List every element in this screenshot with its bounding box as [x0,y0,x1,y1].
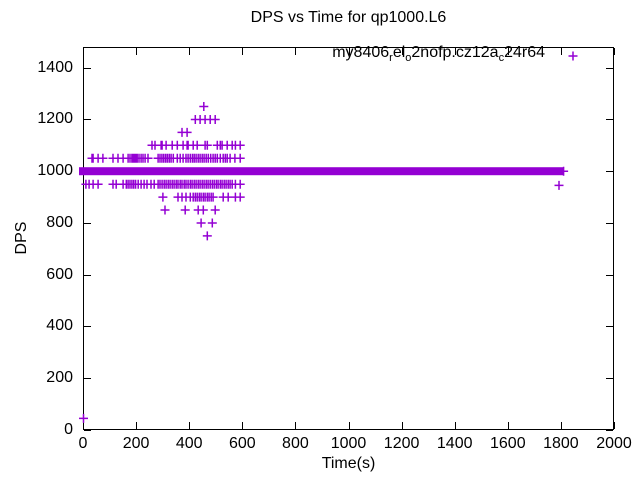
legend-label-subscript: c [498,52,505,65]
y-tick-label-200: 200 [46,369,73,387]
x-tick-label-1800: 1800 [543,435,579,452]
chart-title: DPS vs Time for qp1000.L6 [250,9,447,26]
y-tick-label-600: 600 [46,265,73,283]
y-tick-label-0: 0 [64,421,73,438]
x-tick-label-1200: 1200 [383,435,420,452]
y-tick-label-1000: 1000 [37,162,73,180]
x-tick-label-1000: 1000 [330,435,367,452]
legend-series-label: my8406relo2nofp.cz12ac24r64 [332,44,545,67]
y-tick-label-400: 400 [46,317,73,335]
y-tick-label-1400: 1400 [37,58,73,76]
legend-label-text: my8406 [332,44,390,62]
legend-label-subscript: o [405,52,412,65]
legend: my8406relo2nofp.cz12ac24r64 [332,44,579,67]
y-tick-label-1200: 1200 [37,110,73,128]
scatter-plot-svg [79,47,615,431]
legend-label-text: 2nofp.cz12a [411,44,499,62]
plot-area [79,47,615,431]
x-tick-label-200: 200 [122,435,150,452]
legend-label-subscript: r [389,52,393,65]
x-tick-label-400: 400 [175,435,203,452]
x-tick-label-2000: 2000 [596,435,632,452]
x-tick-label-800: 800 [282,435,309,452]
legend-label-text: 24r64 [504,44,545,62]
x-tick-label-1600: 1600 [490,435,526,452]
y-tick-label-800: 800 [46,213,73,231]
x-axis-title: Time(s) [321,455,376,472]
x-tick-label-600: 600 [228,435,256,452]
legend-label-text: el [392,44,406,62]
legend-plus-marker-icon [568,51,578,61]
x-tick-label-1400: 1400 [436,435,473,452]
x-tick-label-0: 0 [78,435,88,452]
